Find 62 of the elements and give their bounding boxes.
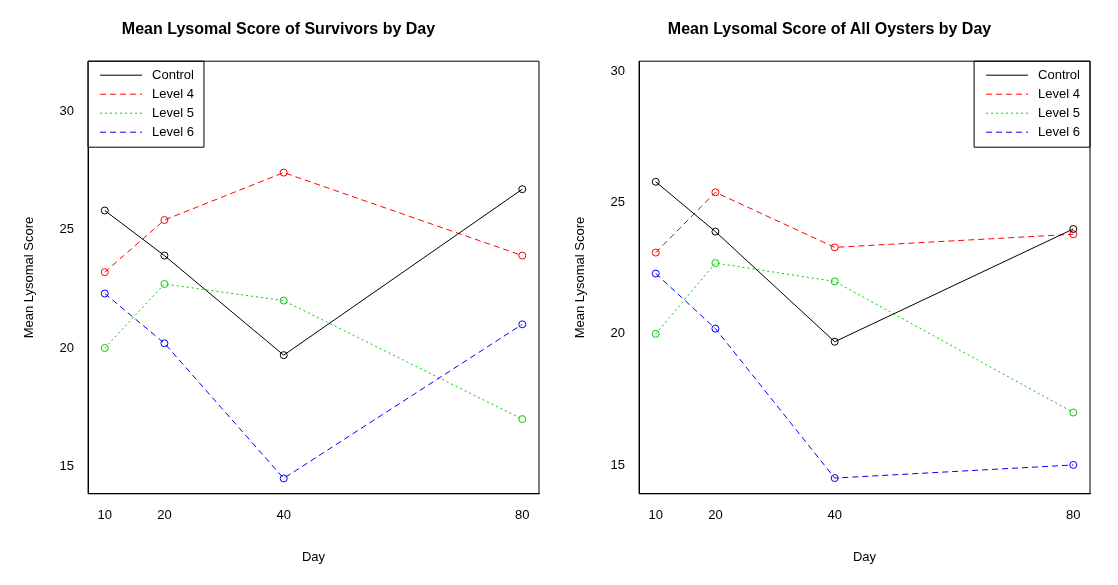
x-axis-title: Day (301, 548, 326, 564)
point (279, 351, 288, 360)
y-tick-label: 20 (59, 339, 75, 355)
point (100, 206, 109, 215)
point (830, 337, 839, 346)
point (279, 296, 288, 305)
point (160, 216, 169, 225)
point (279, 474, 288, 483)
point (651, 177, 660, 186)
y-axis-title: Mean Lysomal Score (21, 216, 37, 339)
point (651, 329, 660, 338)
point (518, 415, 527, 424)
x-axis-title: Day (852, 548, 877, 564)
legend-label: Level 4 (1038, 85, 1080, 101)
y-tick-label: 15 (610, 456, 626, 472)
x-tick-label: 10 (648, 507, 663, 523)
y-tick-label: 25 (59, 221, 75, 237)
x-tick-label: 80 (1066, 507, 1081, 523)
point (711, 259, 720, 268)
point (100, 344, 109, 353)
point (651, 269, 660, 278)
y-axis-title: Mean Lysomal Score (572, 216, 588, 339)
point (279, 168, 288, 177)
chart-title: Mean Lysomal Score of All Oysters by Day (667, 20, 992, 38)
point (711, 227, 720, 236)
legend-label: Control (152, 66, 195, 82)
legend-label: Control (1038, 66, 1081, 82)
legend-label: Level 4 (152, 85, 194, 101)
legend-label: Level 5 (1038, 104, 1080, 120)
point (160, 280, 169, 289)
point (830, 277, 839, 286)
x-tick-label: 10 (97, 507, 112, 523)
chart-title: Mean Lysomal Score of Survivors by Day (121, 20, 436, 38)
point (1069, 225, 1078, 233)
y-tick-label: 25 (610, 194, 626, 210)
y-tick-label: 15 (59, 458, 75, 474)
legend-label: Level 6 (152, 123, 194, 139)
y-tick-label: 30 (59, 102, 75, 118)
point (518, 185, 527, 194)
point (830, 243, 839, 252)
point (830, 474, 839, 483)
x-tick-label: 80 (515, 507, 530, 523)
point (518, 251, 527, 260)
legend-label: Level 6 (1038, 123, 1080, 139)
x-tick-label: 20 (708, 507, 723, 523)
point (711, 324, 720, 333)
y-tick-label: 30 (610, 63, 626, 79)
point (711, 188, 720, 197)
point (160, 339, 169, 348)
y-tick-label: 20 (610, 325, 626, 341)
point (1069, 408, 1078, 417)
point (651, 248, 660, 257)
x-tick-label: 40 (827, 507, 842, 523)
point (518, 320, 527, 329)
point (100, 289, 109, 298)
x-tick-label: 40 (276, 507, 291, 523)
point (100, 268, 109, 277)
point (160, 251, 169, 260)
point (1069, 460, 1078, 469)
x-tick-label: 20 (157, 507, 172, 523)
legend-label: Level 5 (152, 104, 194, 120)
point (1069, 230, 1078, 239)
